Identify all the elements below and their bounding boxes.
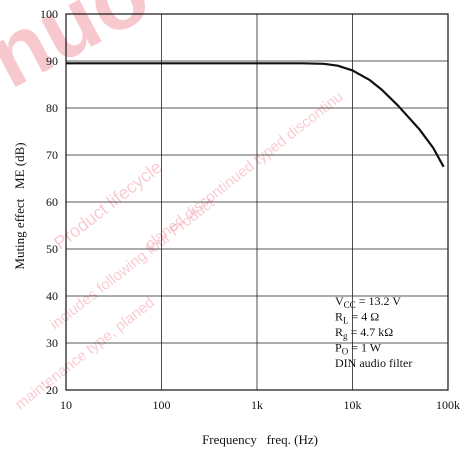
watermark-line: maintenance type, planed	[12, 294, 158, 413]
y-tick-label: 70	[46, 148, 58, 162]
x-tick-label: 1k	[251, 398, 263, 412]
condition-line: RL = 4 Ω	[335, 310, 379, 326]
x-tick-labels: 10 100 1k 10k 100k	[60, 398, 460, 412]
condition-line: DIN audio filter	[335, 356, 412, 370]
y-tick-label: 60	[46, 195, 58, 209]
condition-line: PO = 1 W	[335, 341, 382, 357]
x-tick-label: 10	[60, 398, 72, 412]
y-tick-label: 100	[40, 7, 58, 21]
condition-line: Rg = 4.7 kΩ	[335, 325, 393, 341]
y-tick-label: 30	[46, 336, 58, 350]
condition-line: VCC = 13.2 V	[335, 294, 401, 310]
x-axis-label: Frequency freq. (Hz)	[202, 432, 318, 447]
x-tick-label: 100	[153, 398, 171, 412]
y-axis-label: Muting effect ME (dB)	[12, 142, 27, 269]
x-tick-label: 10k	[344, 398, 362, 412]
y-tick-label: 40	[46, 289, 58, 303]
plot-frame	[65, 13, 449, 391]
x-tick-label: 100k	[436, 398, 460, 412]
series-line	[66, 62, 445, 168]
watermark-logo: nuo	[0, 0, 165, 108]
y-tick-label: 20	[46, 383, 58, 397]
y-tick-labels: 20 30 40 50 60 70 80 90 100	[40, 7, 58, 397]
series-curve	[66, 62, 445, 168]
y-tick-label: 50	[46, 242, 58, 256]
y-tick-label: 80	[46, 101, 58, 115]
y-tick-label: 90	[46, 54, 58, 68]
